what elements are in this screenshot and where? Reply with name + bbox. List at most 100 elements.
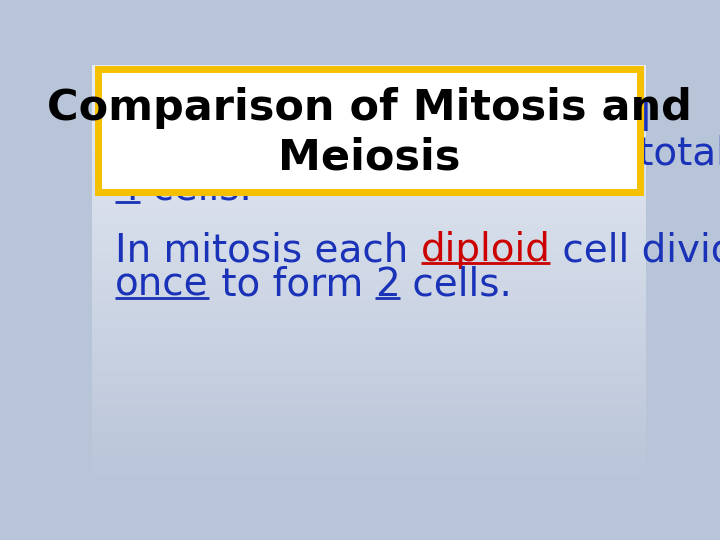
Bar (92, 287, 647, 289)
Bar (92, 265, 647, 266)
Bar (92, 85, 647, 87)
Bar (92, 451, 647, 454)
Bar (92, 402, 647, 404)
Bar (92, 94, 647, 96)
Bar (92, 271, 647, 273)
Text: once: once (115, 266, 209, 304)
Bar (92, 223, 647, 225)
Text: 4: 4 (115, 170, 140, 207)
Text: divides: divides (115, 135, 265, 173)
Bar (92, 327, 647, 329)
Bar (92, 133, 647, 136)
Bar (92, 67, 647, 69)
Bar (92, 75, 647, 77)
Bar (92, 312, 647, 314)
Bar (92, 238, 647, 239)
Bar (92, 246, 647, 248)
Bar (92, 165, 647, 167)
Bar (92, 140, 647, 141)
Bar (92, 187, 647, 190)
Bar (92, 325, 647, 327)
Bar (92, 102, 647, 104)
Bar (92, 368, 647, 370)
Bar (92, 295, 647, 298)
Bar (92, 339, 647, 341)
Bar (92, 65, 647, 67)
Bar (92, 358, 647, 360)
Bar (92, 198, 647, 200)
Text: Meiosis: Meiosis (278, 137, 460, 178)
Bar (92, 171, 647, 173)
Bar (92, 310, 647, 312)
Bar (92, 456, 647, 458)
Bar (92, 343, 647, 346)
Bar (92, 225, 647, 227)
Bar (92, 341, 647, 343)
Bar (92, 478, 647, 481)
Bar (92, 260, 647, 262)
Bar (92, 381, 647, 383)
Bar (92, 427, 647, 429)
Bar (92, 362, 647, 364)
Bar (92, 208, 647, 211)
Bar (92, 175, 647, 177)
Bar (92, 202, 647, 204)
Bar (92, 252, 647, 254)
Bar (92, 474, 647, 476)
Bar (92, 385, 647, 387)
Text: to produce a total of: to produce a total of (368, 135, 720, 173)
Bar (92, 283, 647, 285)
Bar (92, 356, 647, 358)
Bar (92, 214, 647, 217)
Bar (92, 404, 647, 406)
Bar (92, 435, 647, 437)
Bar (92, 146, 647, 148)
Bar (92, 300, 647, 302)
Bar (92, 125, 647, 127)
Bar (92, 354, 647, 356)
Bar (92, 314, 647, 316)
Bar (92, 331, 647, 333)
Bar (92, 416, 647, 418)
Bar (92, 446, 647, 447)
Text: Comparison of Mitosis and: Comparison of Mitosis and (47, 87, 691, 129)
Bar (92, 316, 647, 319)
Text: cells.: cells. (140, 170, 251, 207)
Text: In meiosis, each: In meiosis, each (115, 100, 441, 138)
Text: cell divides: cell divides (550, 231, 720, 269)
Bar (92, 360, 647, 362)
Bar (92, 302, 647, 304)
Bar (92, 183, 647, 185)
Bar (92, 221, 647, 223)
Bar (92, 114, 647, 117)
Bar (92, 366, 647, 368)
Bar (92, 117, 647, 119)
Bar (92, 393, 647, 395)
Bar (92, 292, 647, 294)
Bar (92, 298, 647, 300)
Bar (92, 418, 647, 420)
Bar (92, 424, 647, 427)
Bar (92, 319, 647, 321)
Bar (92, 289, 647, 292)
Bar (92, 420, 647, 422)
Bar (92, 231, 647, 233)
Bar (92, 408, 647, 410)
Bar (92, 241, 647, 244)
Bar (92, 200, 647, 202)
Bar (92, 279, 647, 281)
Bar (92, 391, 647, 393)
Bar (92, 389, 647, 391)
Bar (92, 248, 647, 250)
Text: cells.: cells. (400, 266, 512, 304)
Bar (92, 304, 647, 306)
Bar (92, 84, 647, 86)
Bar (92, 194, 647, 196)
Bar (92, 454, 647, 456)
Bar (92, 321, 647, 322)
Bar (92, 123, 647, 125)
Bar (92, 69, 647, 71)
Bar (92, 268, 647, 271)
Bar (92, 256, 647, 258)
Bar (92, 90, 647, 92)
